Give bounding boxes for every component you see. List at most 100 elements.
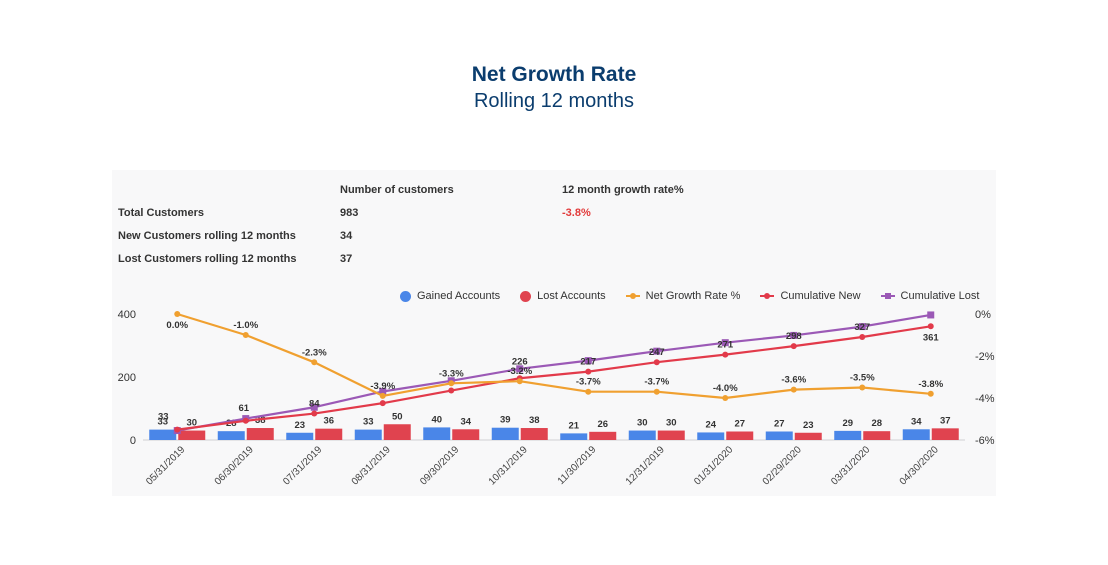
net-growth-label: -2.3% (302, 347, 327, 358)
lost-bar (452, 429, 480, 440)
gained-bar (423, 427, 451, 440)
y-right-tick-label: -2% (975, 351, 995, 363)
chart-title: Net Growth Rate (471, 63, 637, 86)
cumulative-lost-point (379, 387, 387, 395)
legend-growth[interactable]: Net Growth Rate % (625, 290, 741, 302)
cumulative-new-label: 361 (923, 332, 940, 343)
lost-bar-label: 27 (734, 418, 745, 429)
cumulative-new-label: 247 (649, 347, 665, 358)
net-growth-label: -3.8% (918, 379, 943, 390)
lost-bar-label: 34 (460, 416, 471, 427)
net-growth-label: -3.5% (850, 373, 875, 384)
cumulative-new-point (927, 323, 934, 330)
lost-bar (794, 432, 822, 440)
cumulative-lost-line (177, 313, 931, 432)
cumulative-new-label: 298 (786, 331, 802, 342)
kpi-value-new: 34 (340, 230, 353, 242)
x-tick-label: 07/31/2019 (281, 444, 324, 487)
y-right-tick-label: -4% (975, 393, 995, 405)
gained-bar-label: 33 (363, 417, 374, 428)
legend-lost[interactable]: Lost Accounts (520, 290, 606, 302)
gained-bar (834, 430, 862, 440)
x-tick-label: 06/30/2019 (213, 444, 256, 487)
x-tick-label: 09/30/2019 (418, 444, 461, 487)
kpi-value-lost: 37 (340, 253, 353, 265)
legend-gained-marker (400, 290, 411, 302)
x-tick-label: 08/31/2019 (350, 444, 393, 487)
legend-growth-label: Net Growth Rate % (645, 290, 741, 302)
gained-bar-label: 29 (842, 418, 853, 429)
net-growth-point (927, 390, 934, 397)
gained-bar (902, 429, 930, 440)
net-growth-point (585, 388, 592, 395)
gained-bar-label: 40 (431, 414, 442, 425)
gained-bar-label: 21 (568, 420, 579, 431)
cumulative-new-label: 226 (512, 356, 528, 367)
lost-bar (589, 431, 617, 440)
legend-cum-new-label: Cumulative New (780, 290, 861, 302)
chart-legend: Gained Accounts Lost Accounts Net Growth… (400, 288, 999, 304)
net-growth-point (311, 359, 318, 366)
net-growth-label: -3.7% (576, 377, 601, 388)
net-growth-point (859, 384, 866, 391)
x-tick-label: 05/31/2019 (144, 444, 187, 487)
gained-bar-label: 27 (774, 418, 785, 429)
net-growth-point (379, 392, 386, 399)
cumulative-new-point (174, 426, 181, 433)
y-right-tick-label: 0% (975, 309, 991, 321)
cumulative-new-line (177, 325, 931, 431)
lost-bar (863, 431, 891, 440)
lost-bar-label: 30 (666, 418, 677, 429)
lost-bar-label: 38 (529, 415, 540, 426)
chart-subtitle: Rolling 12 months (473, 90, 635, 112)
legend-lost-marker (520, 290, 532, 302)
x-tick-label: 11/30/2019 (556, 444, 599, 487)
kpi-label-new: New Customers rolling 12 months (118, 230, 296, 242)
cumulative-new-point (722, 351, 729, 358)
gained-bar-label: 23 (294, 420, 305, 431)
cumulative-new-point (242, 417, 249, 424)
net-growth-point (242, 332, 249, 338)
net-growth-point (174, 311, 181, 317)
cumulative-new-point (859, 333, 866, 340)
lost-bar (246, 428, 274, 440)
net-growth-label: -3.7% (644, 377, 669, 388)
gained-bar (149, 429, 177, 440)
cumulative-new-point (311, 410, 318, 417)
cumulative-new-point (585, 368, 592, 375)
net-growth-point (722, 395, 729, 401)
net-growth-label: 0.0% (166, 320, 188, 331)
net-growth-point (790, 386, 797, 393)
lost-bar-label: 30 (186, 418, 197, 429)
cumulative-lost-point (858, 323, 866, 331)
net-growth-point (653, 388, 660, 395)
legend-gained[interactable]: Gained Accounts (400, 290, 500, 302)
y-left-tick-label: 200 (118, 372, 136, 384)
gained-bar (217, 431, 245, 440)
net-growth-label: -3.9% (370, 381, 395, 392)
net-growth-line (176, 312, 931, 400)
legend-cum-lost-marker (880, 293, 895, 299)
y-left-tick-label: 400 (118, 309, 136, 321)
lost-bar (383, 424, 411, 440)
lost-bar-label: 23 (803, 420, 814, 431)
gained-bar-label: 24 (705, 419, 716, 430)
y-left-tick-label: 0 (130, 435, 136, 447)
gained-bar-label: 34 (911, 416, 922, 427)
legend-lost-label: Lost Accounts (537, 290, 606, 302)
cumulative-lost-point (310, 403, 318, 411)
cumulative-new-label: 61 (238, 403, 249, 414)
x-tick-label: 12/31/2019 (624, 444, 667, 487)
kpi-label-lost: Lost Customers rolling 12 months (118, 253, 297, 265)
lost-bar-label: 28 (871, 418, 882, 429)
gained-bar-label: 30 (637, 418, 648, 429)
legend-cum-new[interactable]: Cumulative New (760, 290, 861, 302)
kpi-header-growth: 12 month growth rate% (562, 184, 684, 196)
cumulative-new-point (790, 343, 797, 350)
x-tick-label: 03/31/2020 (829, 444, 872, 487)
gained-bar-label: 33 (157, 417, 168, 428)
legend-cum-lost[interactable]: Cumulative Lost (880, 290, 979, 302)
cumulative-new-point (653, 359, 660, 366)
gained-bar (491, 427, 519, 440)
